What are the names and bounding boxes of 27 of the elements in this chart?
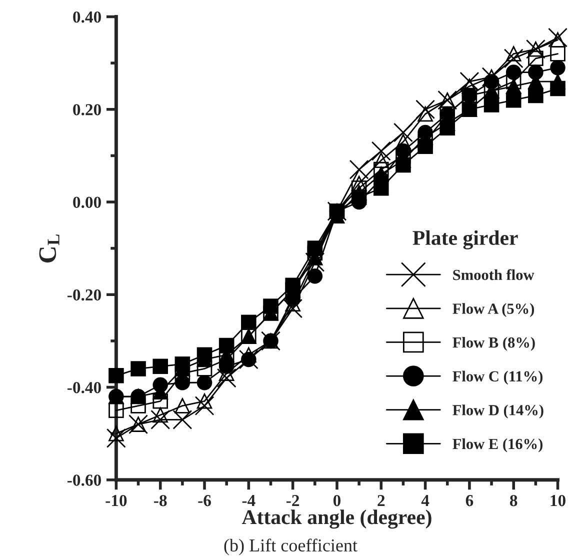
x-tick-label: 0 bbox=[333, 494, 341, 506]
x-tick-label: -10 bbox=[106, 494, 127, 506]
x-tick-label: 4 bbox=[421, 495, 430, 506]
legend-label: Smooth flow bbox=[453, 269, 534, 280]
x-tick-label: 2 bbox=[378, 494, 385, 506]
y-tick-label: 0.20 bbox=[73, 104, 101, 116]
x-tick-label: -8 bbox=[154, 494, 167, 506]
y-tick-label: 0.40 bbox=[73, 11, 101, 23]
y-axis-title: C$_{L}$ bbox=[39, 234, 60, 262]
x-tick-label: -4 bbox=[242, 495, 256, 506]
x-tick-label: -2 bbox=[286, 494, 300, 506]
legend-label: Flow E (16%) bbox=[452, 438, 542, 452]
y-tick-label: -0.20 bbox=[68, 289, 101, 301]
y-tick-label: -0.40 bbox=[68, 382, 101, 394]
x-tick-label: -6 bbox=[198, 494, 211, 506]
y-tick-label: 0.00 bbox=[73, 196, 101, 208]
y-tick-label: -0.60 bbox=[68, 474, 101, 486]
x-tick-label: 10 bbox=[550, 494, 566, 506]
x-tick-label: 6 bbox=[466, 494, 474, 506]
legend-label: Flow A (5%) bbox=[452, 303, 534, 317]
legend-label: Flow B (8%) bbox=[452, 336, 535, 351]
text: (b) Lift coefficient bbox=[224, 538, 358, 556]
legend-label: Flow C (11%) bbox=[452, 370, 542, 385]
legend-title: Plate girder bbox=[412, 230, 518, 250]
legend-label: Flow D (14%) bbox=[452, 404, 544, 418]
x-tick-label: 8 bbox=[510, 494, 518, 506]
x-axis-title: Attack angle (degree) bbox=[242, 510, 432, 529]
